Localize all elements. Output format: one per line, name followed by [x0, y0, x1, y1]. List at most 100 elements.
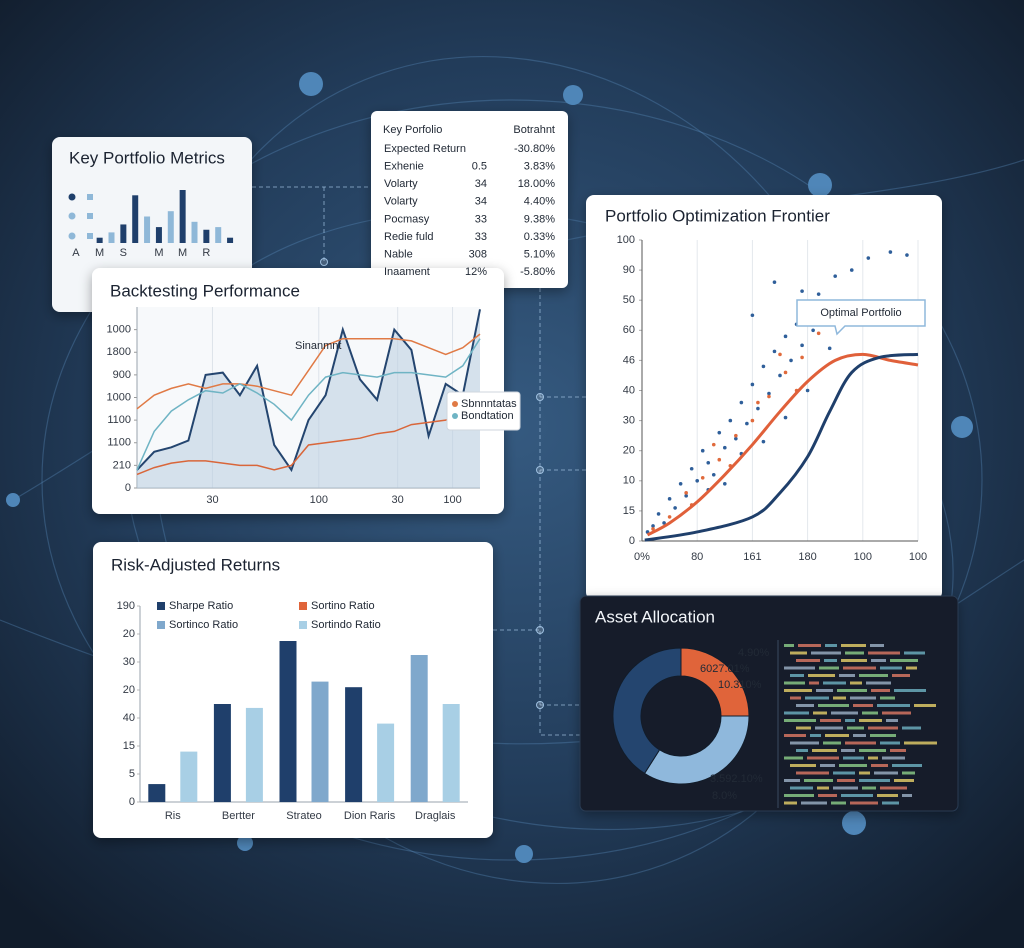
point [756, 406, 760, 411]
code-token [880, 696, 895, 700]
legend-label: Sbnnntatas [461, 398, 517, 410]
code-token [817, 786, 829, 790]
code-token [804, 779, 833, 782]
code-token [850, 681, 862, 685]
code-token [815, 726, 843, 730]
y-tick-label: 10 [623, 475, 635, 487]
code-token [892, 764, 922, 767]
legend-label: Sortindo Ratio [311, 619, 381, 631]
bar [180, 751, 198, 802]
point [800, 355, 804, 360]
code-token [796, 771, 829, 775]
table-cell: 0.33% [524, 231, 555, 243]
code-token [820, 719, 841, 722]
point [778, 352, 782, 357]
code-token [845, 651, 864, 655]
point [734, 433, 738, 438]
code-token [831, 801, 846, 805]
point [700, 448, 705, 453]
code-token [823, 681, 846, 685]
table-cell: 18.00% [518, 178, 556, 190]
code-token [825, 734, 849, 737]
code-token [866, 681, 891, 685]
code-token [894, 779, 914, 782]
connector-nodes [320, 258, 544, 709]
x-tick-label: R [202, 247, 210, 259]
code-token [870, 644, 884, 647]
point [711, 442, 716, 447]
point [905, 253, 909, 257]
annotation: Optimal Portfolio [820, 307, 901, 319]
point [745, 421, 749, 426]
bar [144, 216, 151, 243]
card-title: Key Portfolio Metrics [69, 148, 225, 167]
point [651, 527, 655, 531]
table-cell: Redie fuld [384, 231, 434, 243]
table-cell: 33 [475, 213, 487, 225]
bar [155, 227, 162, 243]
code-token [784, 719, 816, 722]
code-token [798, 644, 821, 647]
x-tick-label: 180 [798, 551, 816, 563]
table-cell: 33 [475, 231, 487, 243]
code-token [784, 666, 815, 670]
bar [245, 707, 263, 802]
code-token [841, 659, 867, 662]
point [723, 482, 727, 486]
y-tick-label: 0 [129, 796, 135, 808]
legend-box [446, 391, 521, 431]
code-token [850, 696, 876, 700]
x-tick-label: 100 [854, 551, 872, 563]
code-token [784, 801, 797, 805]
code-token [877, 794, 898, 797]
code-token [914, 704, 936, 707]
code-token [902, 726, 921, 730]
code-token [784, 681, 805, 685]
segment-label: 8.0% [712, 790, 737, 802]
table-cell: 3.83% [524, 161, 555, 173]
x-tick-label: M [154, 247, 163, 259]
point [673, 506, 677, 510]
card-title: Risk-Adjusted Returns [111, 555, 280, 574]
code-token [796, 659, 820, 662]
code-token [816, 689, 833, 692]
legend-swatch [299, 621, 307, 629]
annotation: Sinanmnt [295, 340, 341, 352]
y-tick-label: 210 [113, 459, 131, 471]
card-title: Backtesting Performance [110, 281, 300, 300]
code-token [805, 696, 829, 700]
code-token [784, 779, 800, 782]
bar [410, 655, 428, 802]
y-tick-label: 1000 [107, 391, 131, 403]
point [761, 364, 766, 369]
point [833, 274, 837, 278]
point [667, 515, 672, 519]
bar [345, 687, 363, 802]
y-tick-label: 20 [123, 684, 135, 696]
y-tick-label: 40 [123, 712, 135, 724]
bar [213, 704, 231, 802]
table-cell: 5.10% [524, 249, 555, 261]
table-cell: 4.40% [524, 196, 555, 208]
code-token [841, 794, 873, 797]
x-tick-label: Ris [165, 810, 181, 822]
y-tick-label: 0 [629, 535, 635, 547]
code-token [801, 801, 827, 805]
bar [442, 704, 460, 802]
point [711, 472, 716, 477]
y-tick-label: 100 [617, 234, 635, 246]
bar [191, 221, 198, 243]
code-token [784, 644, 794, 647]
code-token [818, 704, 849, 707]
code-token [850, 801, 878, 805]
table-cell: 12% [465, 266, 487, 278]
code-token [833, 696, 846, 700]
x-tick-label: 80 [691, 551, 703, 563]
line [136, 333, 481, 410]
code-token [809, 681, 819, 685]
y-tick-label: 50 [623, 294, 635, 306]
point [783, 415, 788, 420]
y-tick-label: 15 [623, 505, 635, 517]
bar [96, 237, 103, 243]
point [761, 439, 766, 444]
